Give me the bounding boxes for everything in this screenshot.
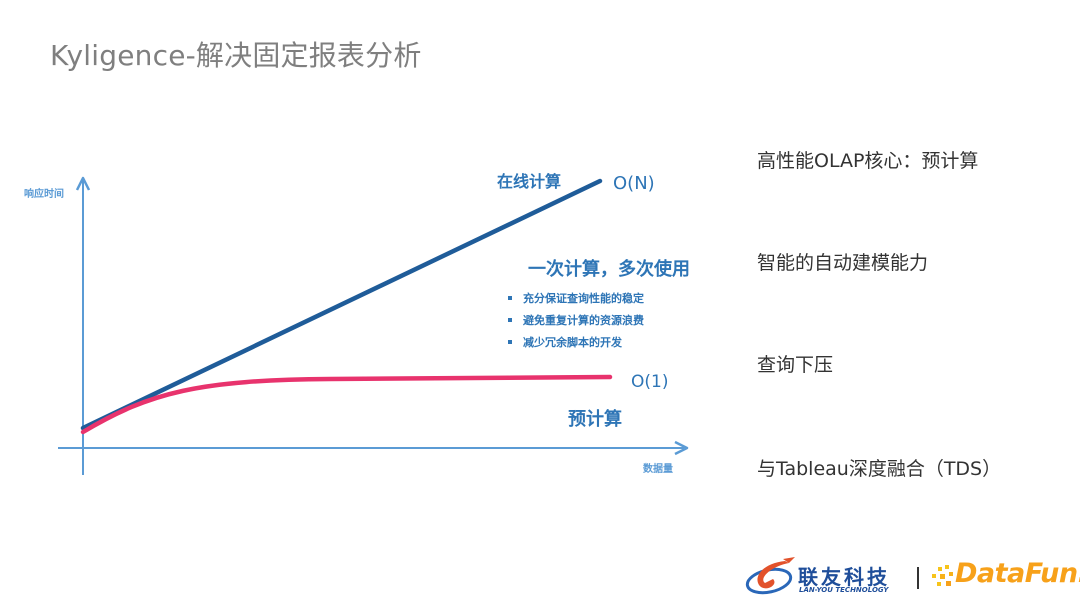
feature-item: 高性能OLAP核心：预计算 — [757, 150, 979, 172]
benefit-item: 减少冗余脚本的开发 — [507, 331, 644, 353]
y-axis-arrow-icon — [75, 176, 91, 191]
benefit-heading: 一次计算，多次使用 — [528, 259, 690, 280]
precompute-curve — [80, 374, 613, 435]
lanyou-logo-icon — [745, 557, 795, 595]
complexity-chart: 响应时间 数据量 在线计算 O(N) 一次计算，多次使用 充分保证查询性能的稳定… — [24, 172, 690, 475]
feature-item: 智能的自动建模能力 — [757, 252, 929, 274]
y-axis-label: 响应时间 — [24, 189, 64, 200]
lanyou-name-cn: 联友科技 — [798, 565, 890, 589]
bullet-icon — [508, 340, 512, 344]
feature-item: 查询下压 — [757, 354, 834, 376]
bullet-icon — [508, 318, 512, 322]
benefit-text: 避免重复计算的资源浪费 — [523, 314, 644, 327]
online-complexity-label: O(N) — [613, 173, 655, 194]
slide-title: Kyligence-解决固定报表分析 — [50, 39, 422, 72]
logo-divider — [917, 567, 919, 589]
chart-plot — [58, 176, 689, 475]
benefit-item: 避免重复计算的资源浪费 — [507, 309, 644, 331]
datafun-dots-icon — [932, 565, 953, 586]
precompute-complexity-label: O(1) — [631, 372, 669, 392]
x-axis-label: 数据量 — [643, 464, 673, 475]
precompute-label: 预计算 — [568, 409, 622, 430]
online-compute-label: 在线计算 — [497, 172, 562, 191]
online-compute-line — [80, 178, 603, 431]
feature-item: 与Tableau深度融合（TDS） — [757, 458, 1002, 480]
benefit-text: 减少冗余脚本的开发 — [523, 336, 622, 349]
lanyou-name-en: LAN-YOU TECHNOLOGY — [799, 586, 889, 594]
bullet-icon — [508, 296, 512, 300]
x-axis-arrow-icon — [674, 440, 689, 456]
benefit-text: 充分保证查询性能的稳定 — [523, 292, 644, 305]
datafun-logo-text: DataFun. — [955, 558, 1080, 589]
benefit-list: 充分保证查询性能的稳定 避免重复计算的资源浪费 减少冗余脚本的开发 — [507, 287, 644, 353]
benefit-item: 充分保证查询性能的稳定 — [507, 287, 644, 309]
footer-logos: 联友科技 LAN-YOU TECHNOLOGY DataFun. — [745, 555, 1080, 600]
